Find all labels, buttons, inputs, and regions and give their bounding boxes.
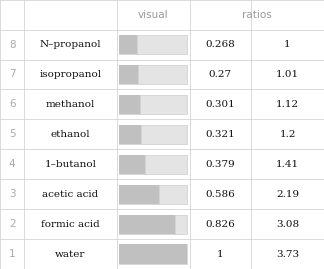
Text: 5: 5 (9, 129, 16, 139)
Bar (119, 95, 187, 114)
Bar (119, 155, 145, 174)
Text: 1: 1 (9, 249, 16, 259)
Text: visual: visual (138, 10, 168, 20)
Bar (119, 35, 137, 54)
Bar (119, 155, 187, 174)
Text: 0.27: 0.27 (209, 70, 232, 79)
Text: 1.41: 1.41 (276, 160, 299, 169)
Text: 3.73: 3.73 (276, 250, 299, 259)
Bar (119, 215, 175, 234)
Text: 1–butanol: 1–butanol (44, 160, 97, 169)
Text: ratios: ratios (242, 10, 272, 20)
Text: 6: 6 (9, 100, 16, 109)
Text: 0.586: 0.586 (205, 190, 235, 199)
Text: 8: 8 (9, 40, 16, 49)
Bar (119, 125, 187, 144)
Text: 7: 7 (9, 69, 16, 79)
Bar (119, 35, 187, 54)
Text: 3: 3 (9, 189, 16, 199)
Text: 0.321: 0.321 (205, 130, 235, 139)
Text: isopropanol: isopropanol (40, 70, 101, 79)
Text: 0.301: 0.301 (205, 100, 235, 109)
Text: methanol: methanol (46, 100, 95, 109)
Text: acetic acid: acetic acid (42, 190, 98, 199)
Text: 2.19: 2.19 (276, 190, 299, 199)
Text: 4: 4 (9, 159, 16, 169)
Text: 1.01: 1.01 (276, 70, 299, 79)
Bar (119, 215, 187, 234)
Text: 2: 2 (9, 219, 16, 229)
Text: 0.268: 0.268 (205, 40, 235, 49)
Text: 0.379: 0.379 (205, 160, 235, 169)
Bar (119, 95, 140, 114)
Text: 1.2: 1.2 (279, 130, 296, 139)
Text: water: water (55, 250, 86, 259)
Text: 1: 1 (217, 250, 224, 259)
Bar (119, 65, 137, 84)
Bar (119, 245, 187, 264)
Bar (119, 245, 187, 264)
Bar (119, 185, 159, 204)
Text: formic acid: formic acid (41, 220, 100, 229)
Text: N–propanol: N–propanol (40, 40, 101, 49)
Bar (119, 185, 187, 204)
Text: 1.12: 1.12 (276, 100, 299, 109)
Text: ethanol: ethanol (51, 130, 90, 139)
Text: 1: 1 (284, 40, 291, 49)
Bar (119, 65, 187, 84)
Bar (119, 125, 141, 144)
Text: 0.826: 0.826 (205, 220, 235, 229)
Text: 3.08: 3.08 (276, 220, 299, 229)
